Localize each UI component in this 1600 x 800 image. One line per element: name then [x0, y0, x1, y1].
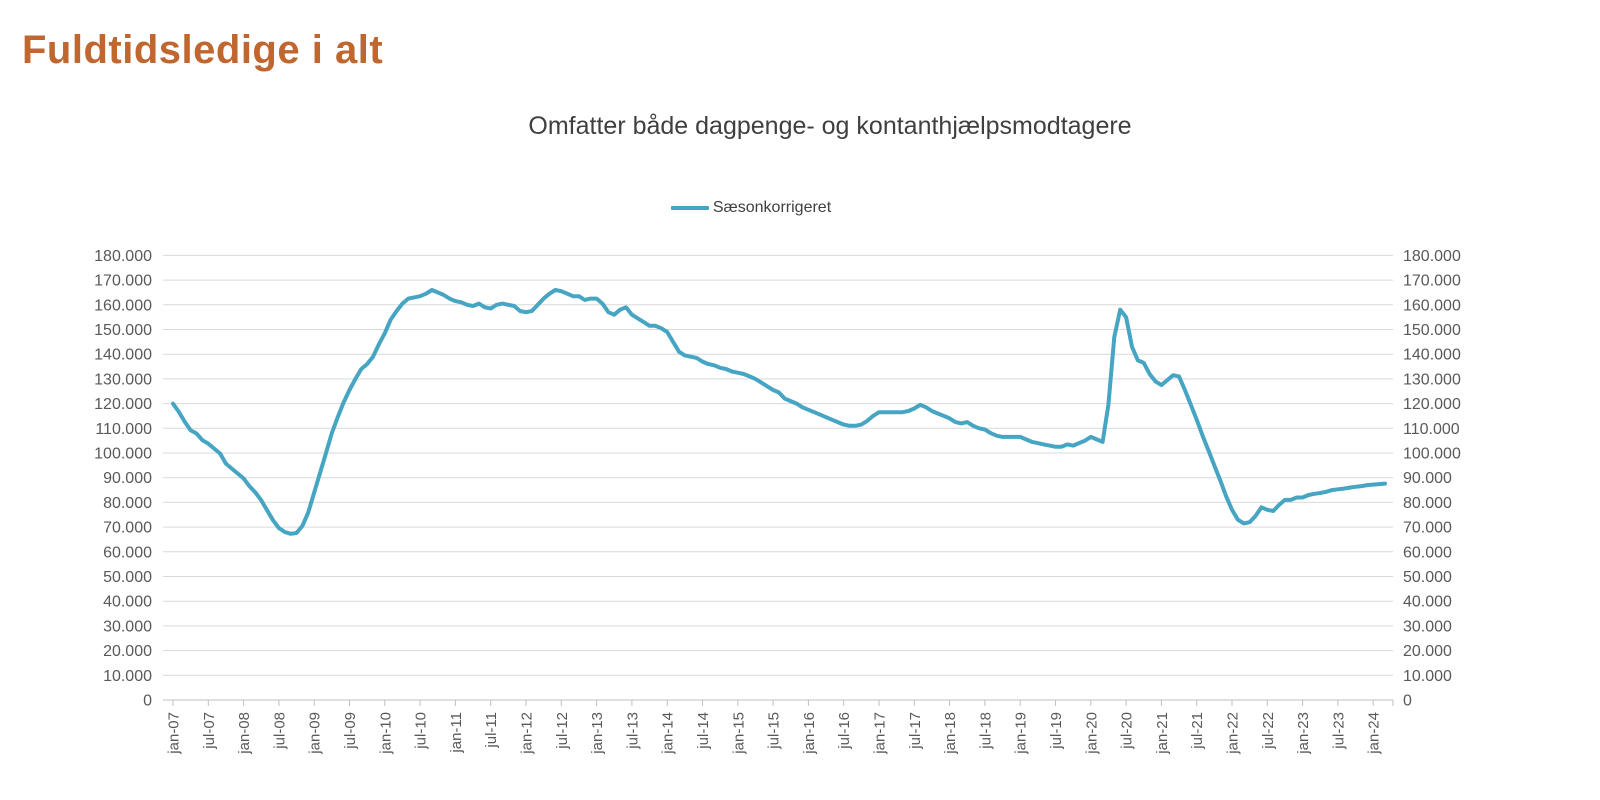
x-axis-label: jul-22 [1260, 712, 1277, 750]
x-axis-label: jul-18 [977, 712, 994, 750]
y-axis-label-left: 10.000 [103, 668, 152, 685]
x-axis-label: jan-12 [518, 712, 535, 755]
x-axis-label: jan-17 [871, 712, 888, 755]
y-axis-label-left: 70.000 [103, 520, 152, 537]
x-axis-label: jan-11 [448, 712, 465, 754]
y-axis-label-right: 60.000 [1403, 544, 1452, 561]
y-axis-label-left: 100.000 [94, 446, 152, 463]
y-axis-label-right: 80.000 [1403, 495, 1452, 512]
y-axis-label-right: 180.000 [1403, 248, 1461, 265]
x-axis-label: jan-20 [1083, 712, 1100, 755]
x-axis-label: jul-20 [1119, 712, 1136, 750]
y-axis-label-left: 0 [143, 693, 152, 710]
x-axis-label: jan-13 [589, 712, 606, 755]
y-axis-label-left: 20.000 [103, 643, 152, 660]
y-axis-label-left: 90.000 [103, 470, 152, 487]
y-axis-label-right: 120.000 [1403, 396, 1461, 413]
x-axis-label: jul-11 [483, 712, 500, 749]
x-axis-label: jan-08 [236, 712, 253, 755]
y-axis-label-left: 130.000 [94, 371, 152, 388]
x-axis-label: jul-21 [1189, 712, 1206, 750]
series-line-saesonkorrigeret [171, 288, 1387, 536]
y-axis-label-right: 170.000 [1403, 273, 1461, 290]
y-axis-label-right: 30.000 [1403, 618, 1452, 635]
legend-label: Sæsonkorrigeret [712, 199, 832, 216]
x-axis-label: jul-16 [836, 712, 853, 750]
y-axis-label-right: 90.000 [1403, 470, 1452, 487]
x-axis-label: jul-12 [554, 712, 571, 750]
x-axis-label: jan-07 [166, 712, 183, 755]
x-axis-label: jan-23 [1295, 712, 1312, 755]
x-axis-label: jan-15 [730, 712, 747, 755]
x-axis-label: jul-15 [766, 712, 783, 750]
y-axis-label-right: 0 [1403, 693, 1412, 710]
y-axis-label-left: 170.000 [94, 273, 152, 290]
y-axis-label-left: 50.000 [103, 569, 152, 586]
y-axis-label-left: 150.000 [94, 322, 152, 339]
y-axis-label-right: 20.000 [1403, 643, 1452, 660]
y-axis-label-left: 180.000 [94, 248, 152, 265]
y-axis-label-left: 160.000 [94, 297, 152, 314]
x-axis-label: jul-14 [695, 712, 712, 750]
x-axis-label: jul-19 [1048, 712, 1065, 750]
y-axis-label-right: 160.000 [1403, 297, 1461, 314]
y-axis-label-right: 110.000 [1403, 421, 1460, 438]
y-axis-label-left: 80.000 [103, 495, 152, 512]
x-axis-label: jul-23 [1330, 712, 1347, 750]
x-axis-label: jan-21 [1154, 712, 1171, 755]
y-axis-label-left: 140.000 [94, 347, 152, 364]
y-axis-label-right: 10.000 [1403, 668, 1452, 685]
x-axis-label: jan-16 [801, 712, 818, 755]
y-axis-label-right: 40.000 [1403, 594, 1452, 611]
x-axis-label: jan-22 [1224, 712, 1241, 755]
y-axis-label-left: 30.000 [103, 618, 152, 635]
x-axis-label: jan-19 [1013, 712, 1030, 755]
x-axis-label: jul-13 [624, 712, 641, 750]
x-axis-label: jul-08 [271, 712, 288, 750]
x-axis-label: jan-10 [377, 712, 394, 755]
page-title: Fuldtidsledige i alt [22, 28, 384, 72]
y-axis-label-left: 120.000 [94, 396, 152, 413]
x-axis-label: jul-09 [342, 712, 359, 750]
y-axis-label-right: 70.000 [1403, 520, 1452, 537]
legend-line-swatch-icon [670, 206, 709, 210]
x-axis-label: jan-18 [942, 712, 959, 755]
y-axis-label-right: 50.000 [1403, 569, 1452, 586]
x-axis-label: jan-09 [307, 712, 324, 755]
chart-legend: Sæsonkorrigeret [0, 199, 1502, 217]
x-axis-label: jul-10 [413, 712, 430, 750]
y-axis-label-right: 150.000 [1403, 322, 1461, 339]
y-axis-label-left: 110.000 [95, 421, 152, 438]
y-axis-label-right: 100.000 [1403, 446, 1461, 463]
x-axis-label: jan-14 [660, 712, 677, 755]
x-axis-label: jul-07 [201, 712, 218, 750]
y-axis-label-left: 60.000 [103, 544, 152, 561]
chart-title: Omfatter både dagpenge- og kontanthjælps… [528, 112, 1132, 140]
y-axis-label-left: 40.000 [103, 594, 152, 611]
x-axis-label: jan-24 [1366, 712, 1383, 755]
y-axis-label-right: 140.000 [1403, 347, 1461, 364]
y-axis-label-right: 130.000 [1403, 371, 1461, 388]
x-axis-label: jul-17 [907, 712, 924, 750]
